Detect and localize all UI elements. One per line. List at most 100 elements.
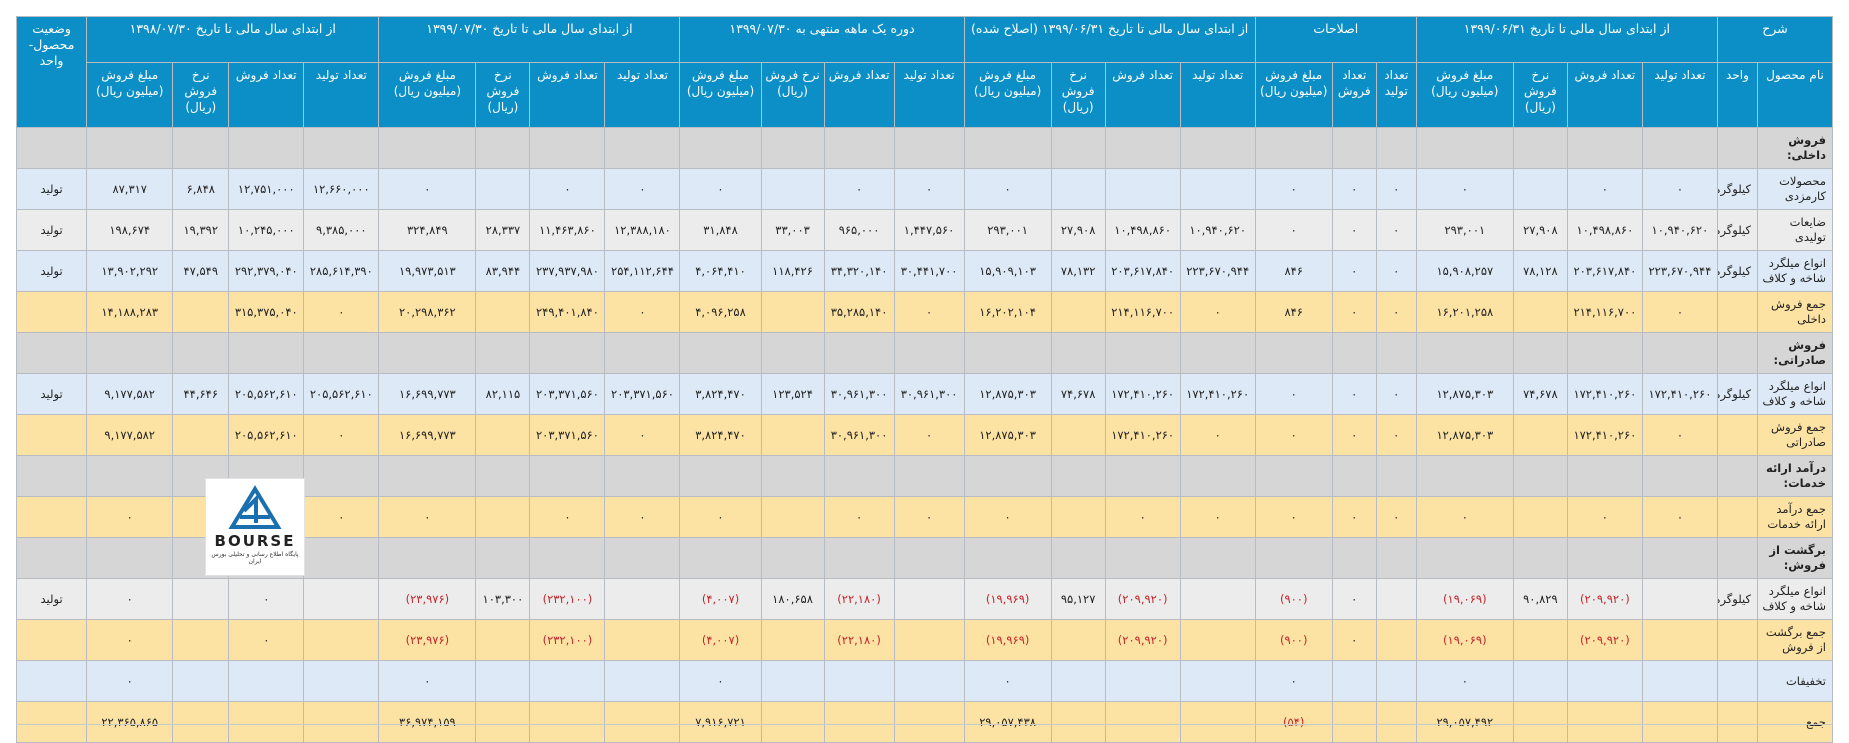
table-cell: ۲۰۳,۶۱۷,۸۴۰ <box>1566 250 1643 292</box>
table-cell: ۰ <box>1375 291 1417 333</box>
status-cell: تولید <box>15 373 88 415</box>
table-cell: ۰ <box>1331 373 1377 415</box>
table-cell <box>1566 701 1643 743</box>
table-cell: (۲۳۲,۱۰۰) <box>529 578 606 620</box>
table-cell: ۰ <box>1104 496 1181 538</box>
table-cell: ۴,۰۹۶,۲۵۸ <box>679 291 762 333</box>
table-cell <box>1050 619 1106 661</box>
table-cell <box>1179 168 1256 210</box>
table-cell: ۳,۸۲۴,۴۷۰ <box>679 373 762 415</box>
table-cell <box>172 332 230 374</box>
table-cell: ۱۰۳,۳۰۰ <box>475 578 531 620</box>
table-cell: ۲۱۴,۱۱۶,۷۰۰ <box>1104 291 1181 333</box>
table-cell <box>1512 127 1568 169</box>
table-cell <box>475 414 531 456</box>
table-cell: ۲۰۵,۵۶۲,۶۱۰ <box>228 414 305 456</box>
status-cell <box>15 291 88 333</box>
table-cell <box>1512 496 1568 538</box>
table-cell: (۲۰۹,۹۲۰) <box>1566 578 1643 620</box>
table-cell: ۲۹۳,۰۰۱ <box>1415 209 1514 251</box>
table-row: ضایعات تولیدیکیلوگرم۱۰,۹۴۰,۶۲۰۱۰,۴۹۸,۸۶۰… <box>15 209 1834 251</box>
table-cell: (۱۹,۹۶۹) <box>963 578 1052 620</box>
table-cell <box>1375 701 1417 743</box>
table-cell <box>1375 455 1417 497</box>
status-cell <box>15 414 88 456</box>
table-cell: ۳۱,۸۴۸ <box>679 209 762 251</box>
table-cell <box>760 332 825 374</box>
table-cell: ۴,۰۶۴,۴۱۰ <box>679 250 762 292</box>
table-cell: ۹۰,۸۲۹ <box>1512 578 1568 620</box>
table-cell <box>1254 455 1333 497</box>
table-cell <box>760 496 825 538</box>
table-cell <box>1050 291 1106 333</box>
row-label-cell: محصولات کارمزدی <box>1756 168 1834 210</box>
table-cell <box>1375 127 1417 169</box>
table-cell: ۷۸,۱۳۲ <box>1050 250 1106 292</box>
table-cell <box>303 578 380 620</box>
table-cell <box>529 537 606 579</box>
column-header: واحد <box>1716 62 1758 128</box>
table-cell: (۲۲,۱۸۰) <box>823 578 895 620</box>
table-cell <box>760 701 825 743</box>
table-cell <box>1104 660 1181 702</box>
sales-report-table: شرح از ابتدای سال مالی تا تاریخ ۱۳۹۹/۰۶/… <box>15 16 1834 743</box>
table-cell: ۱۲,۸۷۵,۳۰۳ <box>963 373 1052 415</box>
table-cell <box>760 455 825 497</box>
header-period-2: از ابتدای سال مالی تا تاریخ ۱۳۹۹/۰۶/۳۱ (… <box>963 16 1256 63</box>
table-cell <box>1375 332 1417 374</box>
table-cell: ۰ <box>679 660 762 702</box>
table-cell <box>475 127 531 169</box>
table-cell: (۲۰۹,۹۲۰) <box>1566 619 1643 661</box>
row-label-cell: برگشت از فروش: <box>1756 537 1834 579</box>
table-row: انواع میلگرد شاخه و کلافکیلوگرم۱۷۲,۴۱۰,۲… <box>15 373 1834 415</box>
table-cell: ۱۲,۶۶۰,۰۰۰ <box>303 168 380 210</box>
table-cell: ۹۶۵,۰۰۰ <box>823 209 895 251</box>
table-cell <box>1179 127 1256 169</box>
table-cell <box>172 619 230 661</box>
table-cell <box>1050 701 1106 743</box>
table-cell: ۰ <box>679 168 762 210</box>
column-header: تعداد تولید <box>604 62 681 128</box>
table-cell: ۱۵,۹۰۸,۲۵۷ <box>1415 250 1514 292</box>
table-cell: ۲۱۴,۱۱۶,۷۰۰ <box>1566 291 1643 333</box>
table-cell: ۹,۱۷۷,۵۸۲ <box>86 373 174 415</box>
table-cell: (۹۰۰) <box>1254 578 1333 620</box>
table-cell <box>529 660 606 702</box>
table-row: برگشت از فروش: <box>15 537 1834 579</box>
table-cell <box>963 455 1052 497</box>
table-cell <box>1331 660 1377 702</box>
table-row: فروش داخلی: <box>15 127 1834 169</box>
table-cell <box>172 660 230 702</box>
bourse-logo: BOURSE پایگاه اطلاع رسانی و تحلیلی بورس … <box>205 478 305 576</box>
table-cell: ۰ <box>1566 496 1643 538</box>
table-cell <box>1331 127 1377 169</box>
table-cell: ۰ <box>1331 168 1377 210</box>
table-cell: (۴,۰۰۷) <box>679 578 762 620</box>
column-header: تعداد فروش <box>1331 62 1377 128</box>
table-cell: ۱۰,۴۹۸,۸۶۰ <box>1104 209 1181 251</box>
row-label-cell: جمع درآمد ارائه خدمات <box>1756 496 1834 538</box>
table-cell: ۲۸۵,۶۱۴,۳۹۰ <box>303 250 380 292</box>
table-cell <box>228 701 305 743</box>
table-cell: ۹,۱۷۷,۵۸۲ <box>86 414 174 456</box>
table-cell <box>1512 660 1568 702</box>
table-cell: (۱۹,۰۶۹) <box>1415 578 1514 620</box>
table-cell <box>475 168 531 210</box>
table-cell <box>1512 455 1568 497</box>
table-cell: ۲۰۳,۶۱۷,۸۴۰ <box>1104 250 1181 292</box>
table-cell <box>303 537 380 579</box>
table-cell <box>1050 127 1106 169</box>
table-cell: ۰ <box>1415 168 1514 210</box>
row-label-cell: ضایعات تولیدی <box>1756 209 1834 251</box>
table-cell <box>1050 455 1106 497</box>
table-cell: ۰ <box>1375 373 1417 415</box>
table-cell: ۷۴,۶۷۸ <box>1512 373 1568 415</box>
unit-cell <box>1716 619 1758 661</box>
unit-cell <box>1716 414 1758 456</box>
row-label-cell: فروش داخلی: <box>1756 127 1834 169</box>
table-cell <box>604 578 681 620</box>
table-cell <box>86 455 174 497</box>
column-header: تعداد تولید <box>1641 62 1718 128</box>
table-cell <box>963 332 1052 374</box>
table-cell <box>1254 127 1333 169</box>
